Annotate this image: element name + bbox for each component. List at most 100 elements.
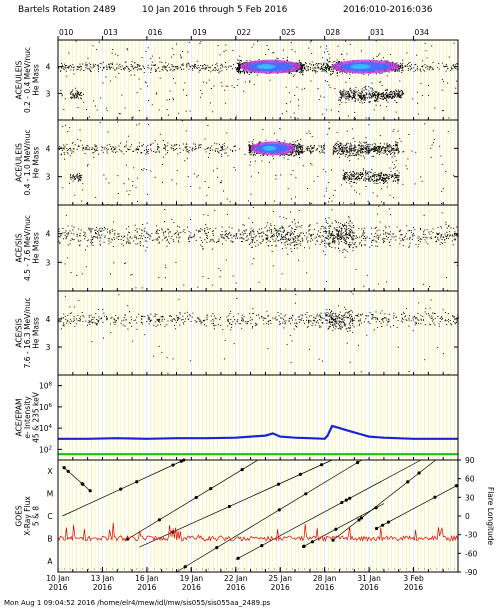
data-point	[180, 56, 182, 58]
data-point	[337, 45, 339, 47]
data-point	[394, 118, 396, 120]
data-point	[250, 150, 251, 152]
data-point	[62, 228, 64, 229]
data-point	[306, 146, 308, 148]
data-point	[349, 88, 351, 90]
data-point	[164, 277, 166, 279]
data-point	[117, 121, 119, 123]
data-point	[377, 175, 379, 177]
data-point	[306, 132, 308, 134]
data-point	[339, 71, 341, 73]
data-point	[355, 87, 357, 88]
data-point	[352, 147, 354, 149]
data-point	[133, 167, 135, 169]
data-point	[173, 99, 174, 101]
data-point	[150, 170, 152, 172]
data-point	[386, 147, 388, 149]
data-point	[301, 151, 303, 153]
data-point	[168, 235, 170, 237]
data-point	[156, 239, 158, 241]
data-point	[305, 148, 307, 150]
data-point	[95, 196, 97, 198]
data-point	[328, 121, 330, 123]
data-point	[379, 174, 381, 176]
data-point	[272, 52, 274, 54]
data-point	[456, 264, 458, 266]
data-point	[388, 178, 390, 180]
data-point	[79, 63, 81, 65]
data-point	[93, 100, 94, 102]
data-point	[225, 152, 227, 154]
data-point	[345, 176, 346, 178]
data-point	[76, 97, 77, 99]
data-point	[176, 236, 178, 238]
data-point	[71, 91, 73, 93]
data-point	[77, 91, 79, 93]
data-point	[244, 73, 245, 75]
data-point	[336, 59, 338, 61]
data-point	[432, 62, 434, 64]
data-point	[375, 245, 377, 247]
data-point	[210, 71, 212, 73]
data-point	[142, 143, 144, 145]
data-point	[220, 270, 222, 272]
data-point	[386, 96, 388, 97]
data-point	[128, 149, 130, 151]
data-point	[283, 157, 285, 159]
data-point	[350, 90, 352, 92]
data-point	[398, 68, 400, 70]
data-point	[233, 146, 235, 148]
data-point	[441, 190, 443, 192]
data-point	[165, 153, 167, 155]
data-point	[385, 179, 387, 181]
data-point	[359, 97, 361, 99]
data-point	[383, 182, 385, 184]
data-point	[324, 80, 326, 82]
data-point	[81, 94, 83, 96]
data-point	[363, 74, 365, 75]
data-point	[344, 72, 346, 73]
data-point	[78, 245, 80, 247]
data-point	[123, 183, 125, 185]
data-point	[237, 60, 239, 61]
data-point	[294, 95, 296, 96]
data-point	[85, 146, 87, 148]
data-point	[340, 98, 342, 100]
data-point	[394, 166, 396, 168]
data-point	[386, 144, 388, 146]
data-point	[239, 64, 240, 66]
data-point	[200, 146, 201, 148]
data-point	[351, 147, 353, 149]
data-point	[377, 94, 379, 96]
data-point	[368, 150, 370, 151]
data-point	[79, 180, 81, 182]
data-point	[130, 65, 132, 67]
data-point	[164, 147, 166, 149]
data-point	[173, 149, 175, 151]
data-point	[355, 94, 357, 96]
data-point	[106, 69, 108, 70]
data-point	[353, 154, 355, 156]
data-point	[349, 146, 350, 148]
data-point	[195, 148, 197, 150]
data-point	[106, 65, 108, 67]
data-point	[63, 147, 65, 149]
data-point	[65, 65, 66, 66]
data-point	[98, 228, 100, 230]
data-point	[200, 244, 202, 246]
data-point	[384, 147, 386, 149]
data-point	[276, 57, 278, 59]
data-point	[117, 55, 119, 57]
data-point	[138, 78, 140, 80]
data-point	[388, 93, 390, 95]
data-point	[374, 151, 376, 152]
data-point	[204, 230, 206, 231]
data-point	[349, 178, 351, 179]
data-point	[70, 98, 72, 100]
data-point	[351, 178, 353, 180]
data-point	[328, 201, 330, 203]
data-point	[323, 145, 325, 147]
data-point	[96, 227, 98, 228]
data-point	[144, 227, 146, 229]
data-point	[310, 67, 311, 69]
